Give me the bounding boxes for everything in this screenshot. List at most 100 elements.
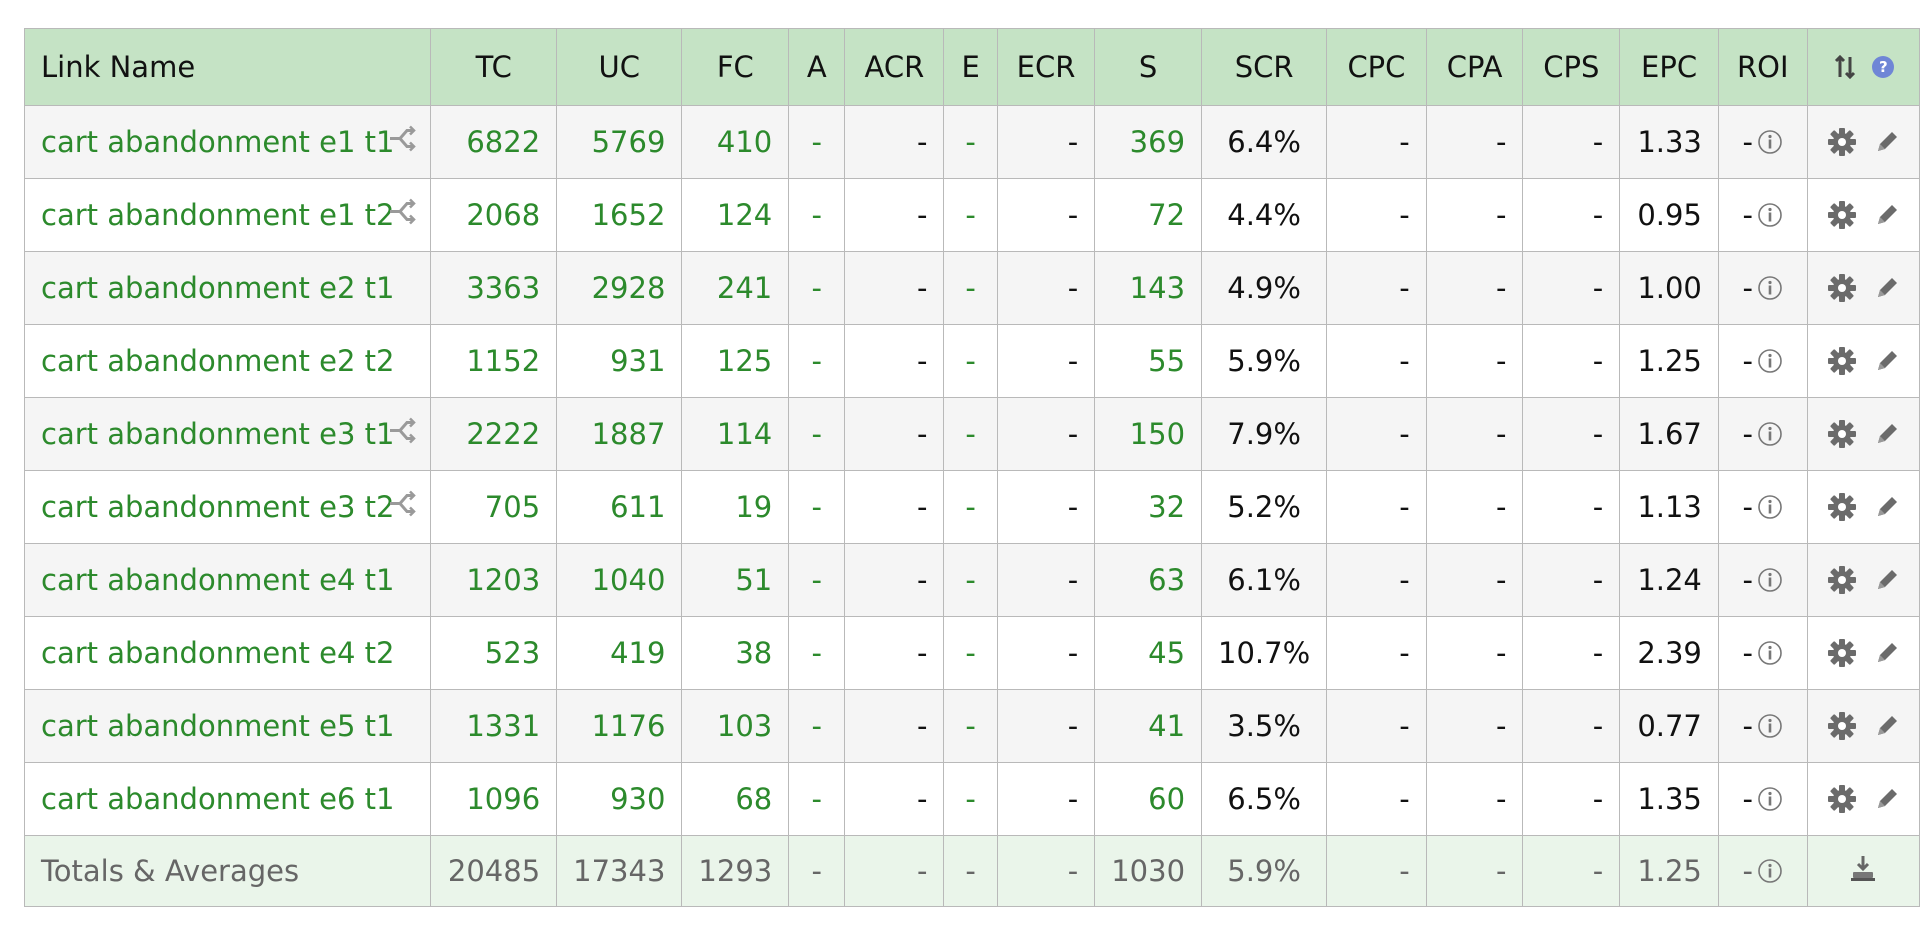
link-name[interactable]: cart abandonment e2 t1 xyxy=(41,271,395,305)
col-header-ecr[interactable]: ECR xyxy=(996,28,1096,106)
gear-icon[interactable] xyxy=(1826,564,1858,596)
col-header-roi[interactable]: ROI xyxy=(1717,28,1808,106)
link-name[interactable]: cart abandonment e4 t2 xyxy=(41,636,395,670)
cell-roi: - xyxy=(1717,616,1808,690)
gear-icon[interactable] xyxy=(1826,199,1858,231)
link-name-cell: cart abandonment e6 t1 xyxy=(23,762,432,836)
pencil-icon[interactable] xyxy=(1873,347,1901,375)
cell-e: - xyxy=(943,324,998,398)
info-icon[interactable] xyxy=(1757,567,1783,593)
pencil-icon[interactable] xyxy=(1873,274,1901,302)
cell-cpa: - xyxy=(1425,616,1524,690)
col-header-uc[interactable]: UC xyxy=(556,28,683,106)
col-header-a[interactable]: A xyxy=(788,28,846,106)
info-icon[interactable] xyxy=(1757,640,1783,666)
gear-icon[interactable] xyxy=(1826,710,1858,742)
split-test-icon[interactable] xyxy=(386,416,417,453)
link-name-cell: cart abandonment e4 t1 xyxy=(23,543,432,617)
cell-actions xyxy=(1806,689,1920,763)
col-header-cpc[interactable]: CPC xyxy=(1326,28,1427,106)
cell-roi: - xyxy=(1717,105,1808,179)
cell-scr: 6.4% xyxy=(1201,105,1328,179)
gear-icon[interactable] xyxy=(1826,126,1858,158)
gear-icon[interactable] xyxy=(1826,637,1858,669)
cell-cpc: - xyxy=(1326,543,1427,617)
split-test-icon[interactable] xyxy=(386,124,417,161)
info-icon[interactable] xyxy=(1757,494,1783,520)
cell-a: - xyxy=(788,543,846,617)
pencil-icon[interactable] xyxy=(1873,639,1901,667)
link-name[interactable]: cart abandonment e6 t1 xyxy=(41,782,395,816)
info-icon[interactable] xyxy=(1757,202,1783,228)
cell-tc: 705 xyxy=(430,470,558,544)
col-header-s[interactable]: S xyxy=(1094,28,1203,106)
gear-icon[interactable] xyxy=(1826,491,1858,523)
sort-arrows-icon[interactable] xyxy=(1832,54,1858,80)
link-name[interactable]: cart abandonment e1 t1 xyxy=(41,125,395,159)
totals-roi-cell: - xyxy=(1717,835,1808,907)
cell-actions xyxy=(1806,470,1920,544)
pencil-icon[interactable] xyxy=(1873,420,1901,448)
cell-cpc: - xyxy=(1326,470,1427,544)
cell-cps: - xyxy=(1522,616,1621,690)
link-name[interactable]: cart abandonment e2 t2 xyxy=(41,344,395,378)
col-header-cps[interactable]: CPS xyxy=(1522,28,1621,106)
pencil-icon[interactable] xyxy=(1873,785,1901,813)
export-icon[interactable] xyxy=(1848,853,1878,883)
col-header-e[interactable]: E xyxy=(943,28,998,106)
totals-actions-cell xyxy=(1806,835,1920,907)
info-icon[interactable] xyxy=(1757,129,1783,155)
cell-fc: 19 xyxy=(681,470,790,544)
roi-value: - xyxy=(1742,271,1754,305)
link-name[interactable]: cart abandonment e3 t2 xyxy=(41,490,395,524)
pencil-icon[interactable] xyxy=(1873,128,1901,156)
cell-s: 63 xyxy=(1094,543,1203,617)
info-icon[interactable] xyxy=(1757,713,1783,739)
pencil-icon[interactable] xyxy=(1873,493,1901,521)
link-name[interactable]: cart abandonment e1 t2 xyxy=(41,198,395,232)
cell-ecr: - xyxy=(996,762,1096,836)
info-icon[interactable] xyxy=(1757,786,1783,812)
pencil-icon[interactable] xyxy=(1873,566,1901,594)
link-name[interactable]: cart abandonment e5 t1 xyxy=(41,709,395,743)
table-row: cart abandonment e5 t1 1331 1176 103 - -… xyxy=(23,689,1920,763)
col-header-acr[interactable]: ACR xyxy=(844,28,945,106)
cell-tc: 1203 xyxy=(430,543,558,617)
totals-epc: 1.25 xyxy=(1619,835,1719,907)
link-name[interactable]: cart abandonment e4 t1 xyxy=(41,563,395,597)
col-header-cpa[interactable]: CPA xyxy=(1425,28,1524,106)
info-icon[interactable] xyxy=(1757,858,1783,884)
cell-cps: - xyxy=(1522,105,1621,179)
cell-actions xyxy=(1806,616,1920,690)
table-row: cart abandonment e2 t1 3363 2928 241 - -… xyxy=(23,251,1920,325)
info-icon[interactable] xyxy=(1757,421,1783,447)
pencil-icon[interactable] xyxy=(1873,712,1901,740)
col-header-tc[interactable]: TC xyxy=(430,28,558,106)
cell-uc: 419 xyxy=(556,616,683,690)
cell-cpc: - xyxy=(1326,762,1427,836)
col-header-scr[interactable]: SCR xyxy=(1201,28,1328,106)
gear-icon[interactable] xyxy=(1826,272,1858,304)
gear-icon[interactable] xyxy=(1826,783,1858,815)
link-name-cell: cart abandonment e2 t1 xyxy=(23,251,432,325)
info-icon[interactable] xyxy=(1757,275,1783,301)
split-test-icon[interactable] xyxy=(386,197,417,234)
cell-s: 143 xyxy=(1094,251,1203,325)
totals-acr: - xyxy=(844,835,945,907)
cell-ecr: - xyxy=(996,251,1096,325)
split-test-icon[interactable] xyxy=(386,489,417,526)
cell-cpa: - xyxy=(1425,251,1524,325)
col-header-epc[interactable]: EPC xyxy=(1619,28,1719,106)
cell-ecr: - xyxy=(996,324,1096,398)
links-table-container: Link Name TC UC FC A ACR E ECR S SCR CPC… xyxy=(23,28,1920,907)
roi-value: - xyxy=(1742,125,1754,159)
col-header-fc[interactable]: FC xyxy=(681,28,790,106)
help-icon[interactable]: ? xyxy=(1872,56,1895,78)
cell-ecr: - xyxy=(996,616,1096,690)
info-icon[interactable] xyxy=(1757,348,1783,374)
pencil-icon[interactable] xyxy=(1873,201,1901,229)
gear-icon[interactable] xyxy=(1826,345,1858,377)
col-header-link-name[interactable]: Link Name xyxy=(23,28,432,106)
gear-icon[interactable] xyxy=(1826,418,1858,450)
link-name[interactable]: cart abandonment e3 t1 xyxy=(41,417,395,451)
